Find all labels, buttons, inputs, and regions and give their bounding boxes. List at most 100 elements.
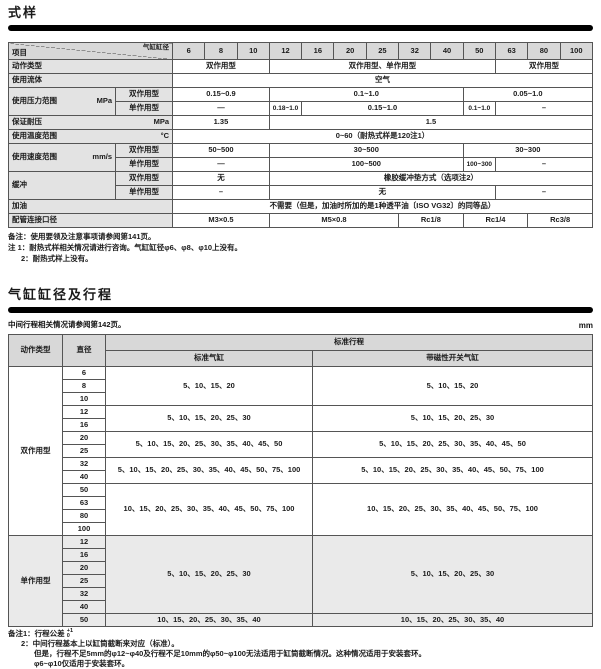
bore-cell: 80 xyxy=(62,509,106,523)
table-cell: 0.15~1.0 xyxy=(301,101,464,116)
bore-header-cell: 32 xyxy=(398,42,432,60)
bore-header-cell: 10 xyxy=(236,42,270,60)
table-cell: 0.15~0.9 xyxy=(172,87,270,102)
table-cell: 100~300 xyxy=(462,157,496,172)
group-label: 双作用型 xyxy=(8,366,63,536)
col-header: 标准气缸 xyxy=(105,350,313,367)
stroke-cell: 5、10、15、20 xyxy=(105,366,313,406)
bore-section-title: 气缸缸径及行程 xyxy=(8,287,114,302)
note-line: 注 1：耐热式样相关情况请进行咨询。气缸缸径φ6、φ8、φ10上没有。 xyxy=(8,243,243,252)
table-cell: 1.35 xyxy=(172,115,270,130)
table-cell: – xyxy=(494,185,594,200)
note-line: φ6~φ10仅适用于安装套环。 xyxy=(34,659,130,669)
section-divider-bar xyxy=(8,25,593,31)
bore-header-cell: 12 xyxy=(268,42,303,60)
stroke-cell: 5、10、15、20、25、30 xyxy=(312,405,593,432)
stroke-cell: 5、10、15、20、25、30 xyxy=(312,535,593,614)
bore-header-cell: 8 xyxy=(204,42,238,60)
row-label: 缓冲 xyxy=(8,171,116,200)
bore-cell: 20 xyxy=(62,431,106,445)
bore-cell: 8 xyxy=(62,379,106,393)
table-cell: Rc1/8 xyxy=(398,213,464,228)
stroke-cell: 5、10、15、20、25、30、35、40、45、50、75、100 xyxy=(312,457,593,484)
bore-cell: 12 xyxy=(62,405,106,419)
corner-bore-label: 气缸缸径 xyxy=(143,44,169,51)
bore-cell: 100 xyxy=(62,522,106,536)
bore-table-notes: 备注1：行程公差 +1 0 2：中间行程基本上以缸筒截断来对应（标准）。 但是，行… xyxy=(8,628,593,669)
table-cell: 0.1~1.0 xyxy=(462,101,496,116)
row-label: 使用速度范围 mm/s xyxy=(8,143,116,172)
bore-cell: 16 xyxy=(62,418,106,432)
sub-row-label: 双作用型 xyxy=(115,171,173,186)
group-label: 单作用型 xyxy=(8,535,63,627)
table-cell: 空气 xyxy=(172,73,593,88)
bore-header-cell: 20 xyxy=(333,42,367,60)
row-label-text: 保证耐压 xyxy=(12,117,42,127)
spec-table-notes: 备注：使用要领及注意事项请参阅第141页。 注 1：耐热式样相关情况请进行咨询。… xyxy=(8,231,593,264)
row-label: 配管连接口径 xyxy=(8,213,173,228)
bore-cell: 12 xyxy=(62,535,106,549)
intermediate-stroke-note: 中间行程相关情况请参阅第142页。 xyxy=(8,320,126,329)
bore-cell: 63 xyxy=(62,496,106,510)
table-cell: 100~500 xyxy=(268,157,464,172)
table2-precaution-row: 中间行程相关情况请参阅第142页。 mm xyxy=(8,319,593,330)
table-cell: 双作用型 xyxy=(172,59,270,74)
section-divider-bar xyxy=(8,307,593,313)
table-cell: 不需要（但是，加油时所加的是1种透平油〔ISO VG32〕的同等品） xyxy=(172,199,593,214)
stroke-cell: 5、10、15、20、25、30 xyxy=(105,535,313,614)
row-unit-label: MPa xyxy=(153,117,169,127)
col-header: 动作类型 xyxy=(8,334,63,367)
row-label-text: 使用压力范围 xyxy=(12,96,57,106)
bore-cell: 40 xyxy=(62,600,106,614)
bore-header-cell: 25 xyxy=(365,42,400,60)
row-label: 使用压力范围 MPa xyxy=(8,87,116,116)
bore-header-cell: 63 xyxy=(494,42,529,60)
stroke-cell: 10、15、20、25、30、35、40、45、50、75、100 xyxy=(105,483,313,536)
table-cell: 0.18~1.0 xyxy=(268,101,303,116)
stroke-cell: 5、10、15、20、25、30、35、40、45、50 xyxy=(105,431,313,458)
sub-row-label: 双作用型 xyxy=(115,143,173,158)
specifications-table: 项目 气缸缸径 6 8 10 12 16 20 25 32 40 50 63 80 100 动作类型 双作用型双… xyxy=(8,42,594,228)
table-cell: 双作用型 xyxy=(494,59,594,74)
bore-cell: 32 xyxy=(62,587,106,601)
row-label-text: 使用速度范围 xyxy=(12,152,57,162)
bore-header-cell: 80 xyxy=(527,42,561,60)
table-cell: 1.5 xyxy=(268,115,594,130)
bore-cell: 6 xyxy=(62,366,106,380)
corner-item-label: 项目 xyxy=(12,47,27,57)
row-unit-label: °C xyxy=(160,131,169,141)
sub-row-label: 单作用型 xyxy=(115,185,173,200)
bore-cell: 10 xyxy=(62,392,106,406)
stroke-cell: 5、10、15、20、25、30、35、40、45、50 xyxy=(312,431,593,458)
bore-header-cell: 100 xyxy=(559,42,594,60)
table-cell: 无 xyxy=(172,171,270,186)
spec-section-title: 式样 xyxy=(8,5,39,20)
corner-diagonal-cell: 项目 气缸缸径 xyxy=(8,42,173,60)
table-cell: – xyxy=(494,157,594,172)
table-cell: 0~60（耐热式样是120注1） xyxy=(172,129,593,144)
bore-header-cell: 40 xyxy=(430,42,464,60)
row-label: 使用流体 xyxy=(8,73,173,88)
row-label: 动作类型 xyxy=(8,59,173,74)
bore-header-cell: 16 xyxy=(301,42,335,60)
col-header: 直径 xyxy=(62,334,106,367)
bore-header-cell: 50 xyxy=(462,42,496,60)
bore-cell: 25 xyxy=(62,444,106,458)
unit-label: mm xyxy=(578,321,593,330)
table-cell: Rc3/8 xyxy=(527,213,593,228)
bore-cell: 50 xyxy=(62,613,106,627)
bore-cell: 16 xyxy=(62,548,106,562)
bore-cell: 32 xyxy=(62,457,106,471)
bore-header-cell: 6 xyxy=(171,42,206,60)
stroke-cell: 5、10、15、20、25、30、35、40、45、50、75、100 xyxy=(105,457,313,484)
sub-row-label: 单作用型 xyxy=(115,157,173,172)
row-unit-label: mm/s xyxy=(92,152,112,162)
note-line: 2：中间行程基本上以缸筒截断来对应（标准）。 xyxy=(21,639,179,649)
table-cell: 0.05~1.0 xyxy=(462,87,594,102)
table-cell: 30~300 xyxy=(462,143,594,158)
table-cell: 0.1~1.0 xyxy=(268,87,464,102)
sub-row-label: 双作用型 xyxy=(115,87,173,102)
table-cell: – xyxy=(494,101,594,116)
row-label-text: 使用温度范围 xyxy=(12,131,57,141)
